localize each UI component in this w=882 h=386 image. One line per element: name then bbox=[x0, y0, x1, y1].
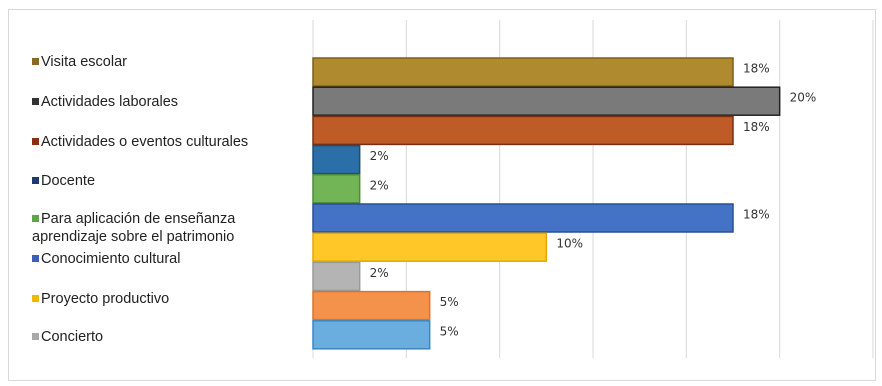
bar-0 bbox=[313, 58, 733, 86]
data-label-5: 18% bbox=[743, 208, 770, 222]
data-label-0: 18% bbox=[743, 62, 770, 76]
data-label-1: 20% bbox=[790, 91, 817, 105]
data-label-2: 18% bbox=[743, 120, 770, 134]
data-label-8: 5% bbox=[440, 295, 459, 309]
chart-frame: Visita escolar Actividades laborales Act… bbox=[8, 9, 876, 381]
bar-2 bbox=[313, 116, 733, 144]
bar-4 bbox=[313, 175, 360, 203]
bar-7 bbox=[313, 262, 360, 290]
data-label-9: 5% bbox=[440, 324, 459, 338]
data-label-6: 10% bbox=[556, 237, 583, 251]
bar-6 bbox=[313, 233, 546, 261]
bar-9 bbox=[313, 321, 430, 349]
bar-3 bbox=[313, 146, 360, 174]
bar-plot: 18% 20% 18% 2% 2% 18% 10% 2% 5% 5% bbox=[9, 10, 877, 382]
bar-1 bbox=[313, 87, 780, 115]
bar-5 bbox=[313, 204, 733, 232]
data-label-7: 2% bbox=[370, 266, 389, 280]
data-label-4: 2% bbox=[370, 178, 389, 192]
bar-8 bbox=[313, 292, 430, 320]
data-label-3: 2% bbox=[370, 149, 389, 163]
